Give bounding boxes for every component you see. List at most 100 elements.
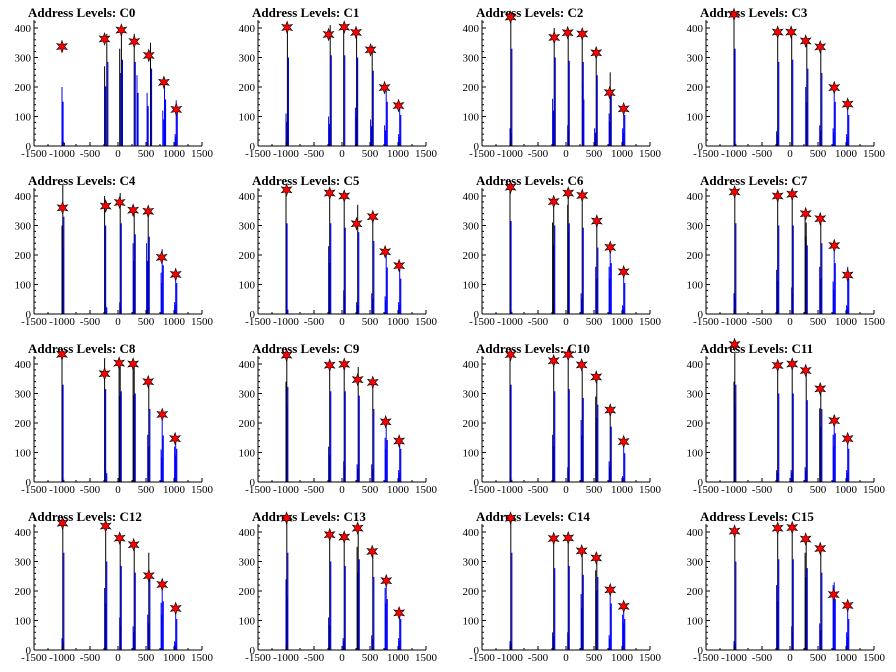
y-tick-label: 200: [239, 250, 256, 262]
chart-title: Address Levels: C6: [476, 173, 584, 188]
peak-marker: [350, 216, 363, 231]
peak-marker: [99, 199, 112, 213]
y-tick-label: 200: [15, 586, 32, 598]
histogram-plot: 0 100 200 300 400 -1500 -1000 -500 0 500 1000 1500: [15, 184, 214, 328]
peak-marker: [142, 374, 155, 389]
histogram-plot: 0 100 200 300 400 -1500 -1000 -500 0 500 1000 1500: [15, 20, 214, 160]
x-tick-label: -1500: [245, 652, 271, 664]
peak-marker: [728, 184, 741, 199]
x-tick-label: 1000: [835, 652, 858, 664]
x-tick-label: 0: [787, 484, 793, 496]
peak-marker: [814, 39, 827, 54]
peak-marker: [98, 366, 111, 381]
x-tick-label: 1000: [387, 484, 410, 496]
peak-marker: [156, 407, 169, 422]
histogram-plot: 0 100 200 300 400 -1500 -1000 -500 0 500 1000 1500: [239, 511, 438, 664]
peak-marker: [142, 568, 155, 583]
y-tick-label: 100: [239, 448, 256, 460]
y-tick-label: 200: [687, 418, 704, 430]
y-tick-label: 400: [239, 191, 256, 203]
y-tick-label: 100: [15, 112, 32, 124]
x-tick-label: 500: [362, 148, 379, 160]
y-tick-label: 200: [15, 82, 32, 94]
peak-marker: [799, 206, 812, 221]
peak-marker: [548, 30, 561, 45]
histogram-plot: 0 100 200 300 400 -1500 -1000 -500 0 500 1000 1500: [239, 20, 438, 160]
histogram-panel: Address Levels: C0 0 100 200 300 400 -1500 -100…: [0, 0, 224, 168]
x-tick-label: 0: [115, 484, 121, 496]
x-tick-label: 1500: [863, 148, 886, 160]
peak-marker: [323, 186, 336, 200]
peak-marker: [603, 85, 616, 100]
chart-title: Address Levels: C3: [700, 5, 808, 20]
peak-marker: [728, 7, 740, 22]
y-tick-label: 100: [687, 448, 704, 460]
x-tick-label: -1000: [497, 148, 523, 160]
x-tick-label: 0: [339, 316, 345, 328]
x-tick-label: -1000: [273, 148, 299, 160]
peak-marker: [590, 45, 603, 60]
x-tick-label: 500: [362, 316, 379, 328]
x-tick-label: 1500: [191, 148, 214, 160]
x-tick-label: 1500: [639, 652, 662, 664]
histogram-plot: 0 100 200 300 400 -1500 -1000 -500 0 500 1000 1500: [687, 184, 886, 328]
peak-marker: [504, 180, 517, 195]
x-tick-label: 500: [810, 484, 827, 496]
peak-marker: [604, 240, 617, 255]
peak-marker: [827, 587, 840, 602]
x-tick-label: -1500: [21, 316, 47, 328]
y-tick-label: 0: [474, 645, 480, 657]
y-tick-label: 300: [687, 557, 704, 569]
y-tick-label: 400: [239, 527, 256, 539]
x-tick-label: -500: [304, 484, 325, 496]
y-tick-label: 300: [463, 557, 480, 569]
y-tick-label: 300: [15, 557, 32, 569]
y-tick-label: 0: [474, 309, 480, 321]
peak-marker: [590, 214, 603, 228]
peak-marker: [113, 531, 126, 546]
histogram-panel: Address Levels: C2 0 100 200 300 400 -1500 -100…: [448, 0, 672, 168]
peak-marker: [351, 521, 364, 536]
peak-marker: [127, 203, 140, 218]
histogram-panel: Address Levels: C8 0 100 200 300 400 -1500 -100…: [0, 336, 224, 504]
y-tick-label: 300: [687, 53, 704, 65]
x-tick-label: -1500: [693, 484, 719, 496]
peak-marker: [338, 530, 351, 544]
x-tick-label: 1000: [611, 652, 634, 664]
y-tick-label: 200: [15, 418, 32, 430]
chart-title: Address Levels: C2: [476, 5, 584, 20]
y-tick-label: 100: [239, 112, 256, 124]
y-tick-label: 300: [15, 221, 32, 233]
peak-marker: [728, 337, 741, 352]
chart-title: Address Levels: C0: [28, 5, 136, 20]
x-tick-label: -500: [304, 652, 325, 664]
peak-marker: [814, 211, 827, 226]
y-tick-label: 0: [698, 309, 704, 321]
peak-marker: [575, 543, 588, 558]
histogram-plot: 0 100 200 300 400 -1500 -1000 -500 0 500 1000 1500: [463, 511, 662, 664]
x-tick-label: -500: [80, 484, 101, 496]
peak-marker: [127, 537, 140, 552]
peak-marker: [771, 25, 784, 40]
x-tick-label: -500: [80, 652, 101, 664]
chart-title: Address Levels: C14: [476, 509, 590, 524]
histogram-panel: Address Levels: C9 0 100 200 300 400 -1500 -100…: [224, 336, 448, 504]
peak-marker: [841, 268, 854, 282]
x-tick-label: -500: [80, 316, 101, 328]
y-tick-label: 100: [687, 616, 704, 628]
chart-title: Address Levels: C5: [252, 173, 360, 188]
histogram-plot: 0 100 200 300 400 -1500 -1000 -500 0 500 1000 1500: [239, 348, 438, 496]
x-tick-label: -1500: [245, 148, 271, 160]
peak-marker: [728, 524, 741, 539]
peak-marker: [115, 23, 128, 37]
peak-marker: [380, 573, 393, 588]
histogram-panel: Address Levels: C4 0 100 200 300 400 -1500 -100…: [0, 168, 224, 336]
x-tick-label: 1500: [415, 652, 438, 664]
x-tick-label: 500: [810, 652, 827, 664]
chart-title: Address Levels: C8: [28, 341, 136, 356]
x-tick-label: 0: [339, 652, 345, 664]
x-tick-label: 1000: [611, 316, 634, 328]
peak-marker: [617, 264, 630, 279]
y-tick-label: 300: [687, 221, 704, 233]
peak-marker: [576, 26, 589, 41]
